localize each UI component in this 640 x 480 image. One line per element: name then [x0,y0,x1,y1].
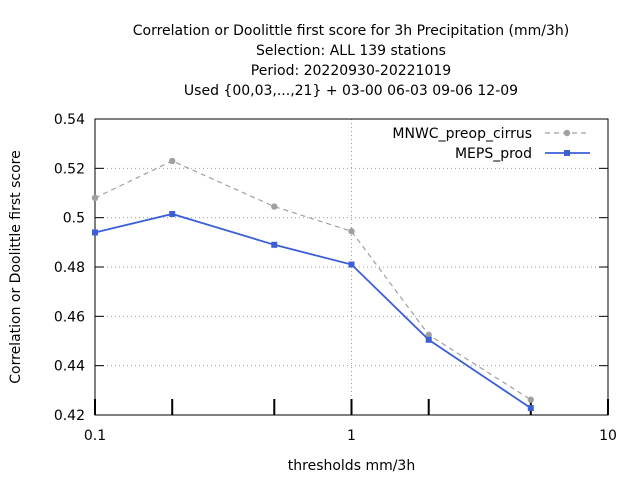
data-point [527,396,534,403]
x-axis-label: thresholds mm/3h [288,458,415,474]
data-point [169,210,176,217]
y-tick-label: 0.44 [54,359,85,375]
data-point [271,241,278,248]
data-point [348,228,355,235]
legend-marker [563,129,571,137]
data-point [91,194,99,202]
x-tick-label: 1 [347,428,356,444]
legend-label: MEPS_prod [455,146,532,162]
chart-title: Correlation or Doolittle first score for… [133,23,570,99]
title-line: Selection: ALL 139 stations [256,43,446,59]
series-line [94,213,532,409]
y-tick-label: 0.52 [54,161,85,177]
y-tick-label: 0.5 [63,211,85,227]
y-tick-label: 0.42 [54,408,85,424]
data-point [527,405,534,412]
data-point [271,203,278,210]
series-layer [91,157,534,412]
y-tick-label: 0.46 [54,309,85,325]
axis-ticks: 0.42 0.44 0.46 0.48 0.5 0.52 0.54 0.1 1 10 [54,112,617,444]
data-point [348,261,355,268]
title-line: Period: 20220930-20221019 [251,63,451,79]
legend-label: MNWC_preop_cirrus [392,126,532,142]
data-point [425,336,432,343]
legend: MNWC_preop_cirrus MEPS_prod [392,126,590,162]
data-point [169,157,176,165]
y-tick-label: 0.54 [54,112,85,128]
data-point [425,331,432,339]
legend-marker [564,150,570,156]
x-tick-label: 10 [599,428,617,444]
y-axis-label: Correlation or Doolittle first score [8,150,24,383]
title-line: Used {00,03,...,21} + 03-00 06-03 09-06 … [184,83,518,99]
y-tick-label: 0.48 [54,260,85,276]
x-tick-label: 0.1 [84,428,106,444]
data-point [92,229,98,236]
title-line: Correlation or Doolittle first score for… [133,23,570,39]
series-line [94,160,532,401]
